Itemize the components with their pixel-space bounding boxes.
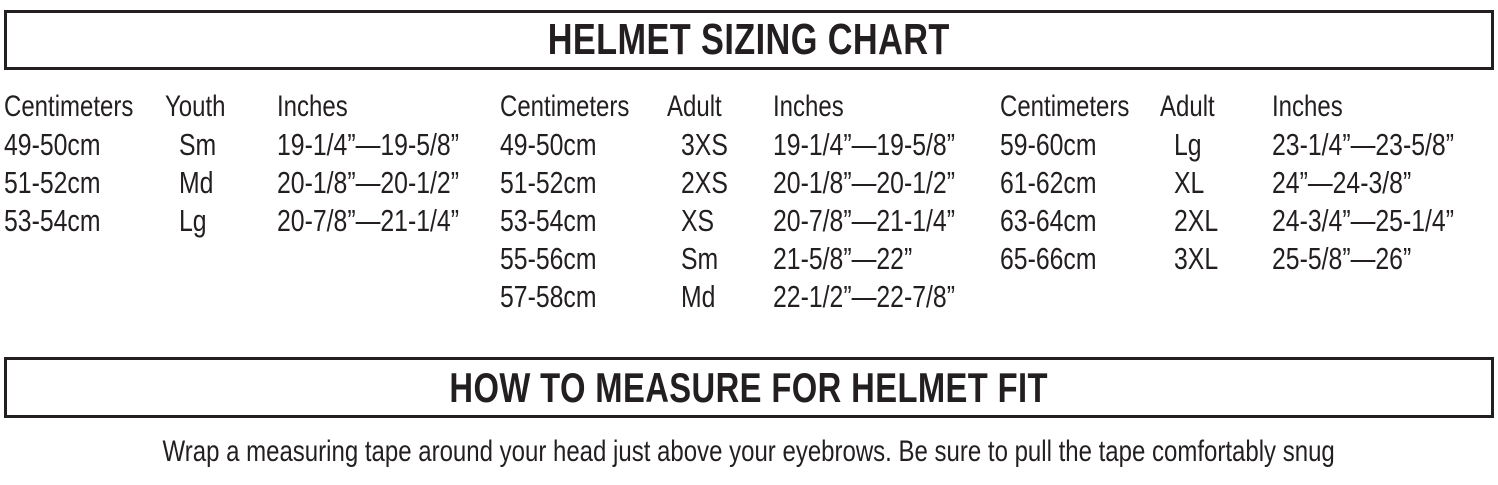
column-inches-youth: Inches 19-1/4”—19-5/8” 20-1/8”—20-1/2” 2… <box>277 88 492 240</box>
helmet-sizing-chart-banner: HELMET SIZING CHART <box>4 10 1494 70</box>
column-inches-adult-small: Inches 19-1/4”—19-5/8” 20-1/8”—20-1/2” 2… <box>773 88 988 316</box>
size-group-adult-large: Centimeters 59-60cm 61-62cm 63-64cm 65-6… <box>1000 88 1487 278</box>
table-row: XL <box>1174 165 1205 200</box>
size-group-youth: Centimeters 49-50cm 51-52cm 53-54cm Yout… <box>4 88 492 240</box>
table-row: 23-1/4”—23-5/8” <box>1272 127 1454 162</box>
column-youth-size: Youth Sm Md Lg <box>165 88 277 240</box>
column-header-inches: Inches <box>1272 90 1343 123</box>
table-row: Lg <box>179 203 207 238</box>
table-row: 49-50cm <box>500 127 597 162</box>
table-row: Md <box>179 165 214 200</box>
table-row: 49-50cm <box>4 127 101 162</box>
column-centimeters-youth: Centimeters 49-50cm 51-52cm 53-54cm <box>4 88 165 240</box>
column-adult-size-large: Adult Lg XL 2XL 3XL <box>1160 88 1272 278</box>
size-group-adult-small: Centimeters 49-50cm 51-52cm 53-54cm 55-5… <box>500 88 988 316</box>
size-chart-table: Centimeters 49-50cm 51-52cm 53-54cm Yout… <box>0 88 1498 328</box>
column-header-adult: Adult <box>1160 90 1215 123</box>
page-title: HELMET SIZING CHART <box>547 15 951 64</box>
table-row: 65-66cm <box>1000 241 1097 276</box>
table-row: 25-5/8”—26” <box>1272 241 1412 276</box>
table-row: 55-56cm <box>500 241 597 276</box>
column-inches-adult-large: Inches 23-1/4”—23-5/8” 24”—24-3/8” 24-3/… <box>1272 88 1487 278</box>
table-row: 22-1/2”—22-7/8” <box>773 279 955 314</box>
table-row: 24-3/4”—25-1/4” <box>1272 203 1454 238</box>
table-row: Sm <box>179 127 217 162</box>
column-centimeters-adult-large: Centimeters 59-60cm 61-62cm 63-64cm 65-6… <box>1000 88 1160 278</box>
measure-instructions-text: Wrap a measuring tape around your head j… <box>162 435 1336 468</box>
column-header-centimeters: Centimeters <box>1000 90 1130 123</box>
table-row: 24”—24-3/8” <box>1272 165 1412 200</box>
table-row: 20-1/8”—20-1/2” <box>277 165 459 200</box>
table-row: Sm <box>681 241 719 276</box>
column-header-adult: Adult <box>667 90 722 123</box>
table-row: 61-62cm <box>1000 165 1097 200</box>
table-row: 3XS <box>681 127 728 162</box>
table-row: 63-64cm <box>1000 203 1097 238</box>
table-row: 51-52cm <box>500 165 597 200</box>
column-header-inches: Inches <box>773 90 844 123</box>
table-row: 2XL <box>1174 203 1219 238</box>
column-header-inches: Inches <box>277 90 348 123</box>
table-row: 53-54cm <box>500 203 597 238</box>
how-to-measure-banner: HOW TO MEASURE FOR HELMET FIT <box>4 357 1494 418</box>
table-row: 2XS <box>681 165 728 200</box>
column-header-centimeters: Centimeters <box>500 90 630 123</box>
table-row: 57-58cm <box>500 279 597 314</box>
table-row: 3XL <box>1174 241 1219 276</box>
table-row: 21-5/8”—22” <box>773 241 913 276</box>
table-row: XS <box>681 203 715 238</box>
table-row: 19-1/4”—19-5/8” <box>773 127 955 162</box>
measure-instructions: Wrap a measuring tape around your head j… <box>0 432 1498 472</box>
column-header-centimeters: Centimeters <box>4 90 134 123</box>
table-row: Md <box>681 279 716 314</box>
table-row: 19-1/4”—19-5/8” <box>277 127 459 162</box>
table-row: 53-54cm <box>4 203 101 238</box>
column-header-youth: Youth <box>165 90 226 123</box>
table-row: Lg <box>1174 127 1202 162</box>
column-centimeters-adult-small: Centimeters 49-50cm 51-52cm 53-54cm 55-5… <box>500 88 667 316</box>
table-row: 20-1/8”—20-1/2” <box>773 165 955 200</box>
column-adult-size-small: Adult 3XS 2XS XS Sm Md <box>667 88 773 316</box>
table-row: 20-7/8”—21-1/4” <box>277 203 459 238</box>
section-title: HOW TO MEASURE FOR HELMET FIT <box>449 363 1049 411</box>
table-row: 51-52cm <box>4 165 101 200</box>
table-row: 20-7/8”—21-1/4” <box>773 203 955 238</box>
table-row: 59-60cm <box>1000 127 1097 162</box>
